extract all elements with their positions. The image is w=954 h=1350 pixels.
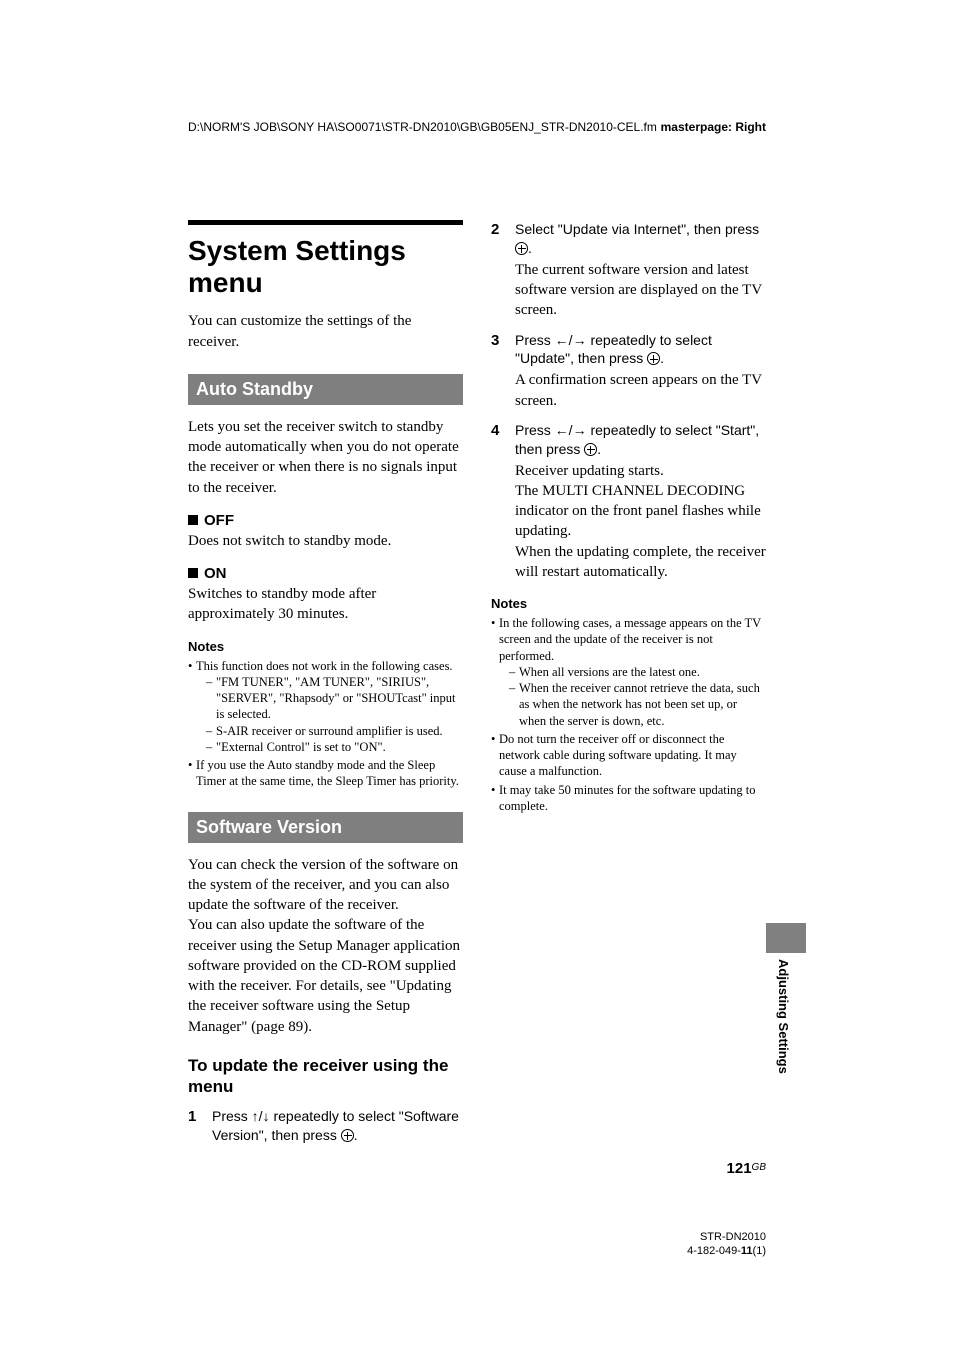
note-item: In the following cases, a message appear… (491, 615, 766, 729)
header: D:\NORM'S JOB\SONY HA\SO0071\STR-DN2010\… (0, 120, 954, 134)
note-subitem: S-AIR receiver or surround amplifier is … (206, 723, 463, 739)
option-on: ON (188, 565, 463, 582)
footer-model: STR-DN2010 (687, 1230, 766, 1244)
note-subitem: "External Control" is set to "ON". (206, 739, 463, 755)
note-subitem: "FM TUNER", "AM TUNER", "SIRIUS", "SERVE… (206, 674, 463, 723)
note-item: If you use the Auto standby mode and the… (188, 757, 463, 790)
right-column: 2 Select "Update via Internet", then pre… (491, 220, 766, 1155)
section-software-version: Software Version (188, 812, 463, 843)
note-subitem: When all versions are the latest one. (509, 664, 766, 680)
note-text: In the following cases, a message appear… (499, 616, 761, 663)
notes-heading: Notes (491, 596, 766, 611)
option-on-body: Switches to standby mode after approxima… (188, 584, 463, 625)
step-follow: Receiver updating starts. The MULTI CHAN… (515, 461, 766, 583)
option-off-body: Does not switch to standby mode. (188, 531, 463, 551)
heading-rule (188, 220, 463, 225)
step-text: Press ←/→ repeatedly to select "Start", … (515, 421, 766, 582)
step-lead: Select "Update via Internet", then press… (515, 220, 766, 258)
step-follow: A confirmation screen appears on the TV … (515, 370, 766, 411)
step-lead: Press ↑/↓ repeatedly to select "Software… (212, 1107, 463, 1145)
option-on-label: ON (204, 565, 227, 582)
step-1: 1 Press ↑/↓ repeatedly to select "Softwa… (188, 1107, 463, 1145)
intro-text: You can customize the settings of the re… (188, 311, 463, 352)
footer-revision: 4-182-049-11(1) (687, 1244, 766, 1258)
step-2: 2 Select "Update via Internet", then pre… (491, 220, 766, 321)
step-number: 2 (491, 220, 505, 321)
bullet-square-icon (188, 515, 198, 525)
notes-heading: Notes (188, 639, 463, 654)
left-steps: 1 Press ↑/↓ repeatedly to select "Softwa… (188, 1107, 463, 1145)
bullet-square-icon (188, 568, 198, 578)
step-number: 4 (491, 421, 505, 582)
step-3: 3 Press ←/→ repeatedly to select "Update… (491, 331, 766, 411)
step-lead: Press ←/→ repeatedly to select "Update",… (515, 331, 766, 369)
side-tab: Adjusting Settings (766, 933, 786, 1123)
page-number: 121GB (727, 1160, 766, 1177)
step-lead: Press ←/→ repeatedly to select "Start", … (515, 421, 766, 459)
section-auto-standby: Auto Standby (188, 374, 463, 405)
step-number: 3 (491, 331, 505, 411)
right-notes: In the following cases, a message appear… (491, 615, 766, 814)
side-tab-label: Adjusting Settings (776, 959, 791, 1074)
page-number-value: 121 (727, 1160, 752, 1177)
footer: STR-DN2010 4-182-049-11(1) (687, 1230, 766, 1259)
page-title: System Settings menu (188, 235, 463, 299)
note-item: Do not turn the receiver off or disconne… (491, 731, 766, 780)
sub-heading-update: To update the receiver using the menu (188, 1055, 463, 1098)
step-text: Select "Update via Internet", then press… (515, 220, 766, 321)
enter-icon (647, 352, 660, 365)
step-text: Press ↑/↓ repeatedly to select "Software… (212, 1107, 463, 1145)
step-follow: The current software version and latest … (515, 260, 766, 321)
enter-icon (341, 1129, 354, 1142)
header-masterpage: masterpage: Right (661, 120, 766, 134)
option-off-label: OFF (204, 512, 234, 529)
note-item: It may take 50 minutes for the software … (491, 782, 766, 815)
enter-icon (584, 443, 597, 456)
note-item: This function does not work in the follo… (188, 658, 463, 756)
auto-standby-body: Lets you set the receiver switch to stan… (188, 417, 463, 498)
side-tab-band (766, 923, 806, 953)
note-subitem: When the receiver cannot retrieve the da… (509, 680, 766, 729)
left-column: System Settings menu You can customize t… (188, 220, 463, 1155)
enter-icon (515, 242, 528, 255)
content: System Settings menu You can customize t… (188, 220, 766, 1155)
header-path: D:\NORM'S JOB\SONY HA\SO0071\STR-DN2010\… (188, 120, 657, 134)
page-number-suffix: GB (752, 1162, 766, 1173)
auto-standby-notes: This function does not work in the follo… (188, 658, 463, 790)
step-text: Press ←/→ repeatedly to select "Update",… (515, 331, 766, 411)
option-off: OFF (188, 512, 463, 529)
note-text: This function does not work in the follo… (196, 659, 453, 673)
software-version-body: You can check the version of the softwar… (188, 855, 463, 1037)
right-steps: 2 Select "Update via Internet", then pre… (491, 220, 766, 582)
step-4: 4 Press ←/→ repeatedly to select "Start"… (491, 421, 766, 582)
step-number: 1 (188, 1107, 202, 1145)
